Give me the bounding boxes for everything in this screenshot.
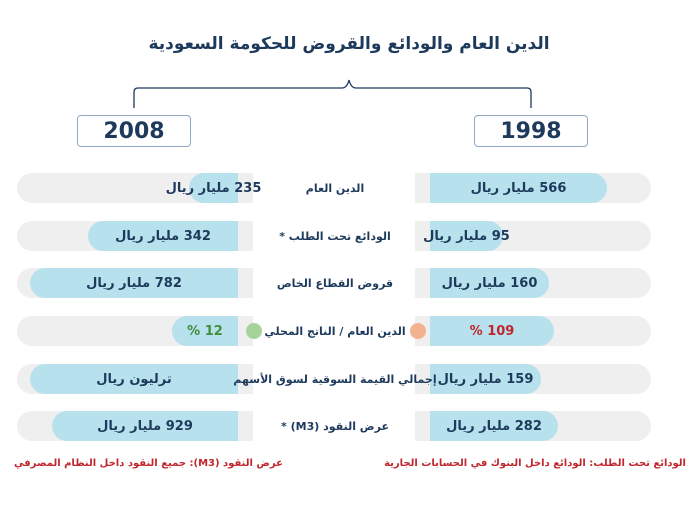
green-dot (246, 323, 262, 339)
bar-2008: ترليون ريال (30, 364, 238, 394)
bar-2008: 12 % (172, 316, 238, 346)
orange-dot (410, 323, 426, 339)
chart-title: الدين العام والودائع والقروض للحكومة الس… (148, 34, 550, 54)
year-box-left: 2008 (77, 115, 191, 147)
year-box-right: 1998 (474, 115, 588, 147)
category-label: عرض النقود (M3) * (281, 419, 389, 433)
category-label: الدين العام (305, 181, 365, 195)
category-label: الدين العام / الناتج المحلي (264, 324, 406, 338)
category-label: الودائع تحت الطلب * (279, 229, 391, 243)
bar-1998: 282 مليار ريال (430, 411, 558, 441)
bar-1998: 109 % (430, 316, 554, 346)
bar-1998: 160 مليار ريال (430, 268, 549, 298)
bar-1998: 159 مليار ريال (430, 364, 541, 394)
bar-2008: 782 مليار ريال (30, 268, 238, 298)
bar-1998: 566 مليار ريال (430, 173, 607, 203)
bar-2008: 929 مليار ريال (52, 411, 238, 441)
year-right-label: 1998 (500, 118, 562, 144)
bar-2008: 235 مليار ريال (166, 173, 261, 203)
footnote-right: الودائع تحت الطلب: الودائع داخل البنوك ف… (384, 458, 686, 469)
bar-1998: 95 مليار ريال (423, 221, 510, 251)
title-bracket (133, 79, 532, 108)
category-label: إجمالي القيمة السوقية لسوق الأسهم (233, 372, 437, 386)
bar-2008: 342 مليار ريال (88, 221, 238, 251)
footnote-left: عرض النقود (M3): جميع النقود داخل النظام… (14, 458, 283, 469)
category-label: قروض القطاع الخاص (276, 276, 394, 290)
year-left-label: 2008 (103, 118, 165, 144)
